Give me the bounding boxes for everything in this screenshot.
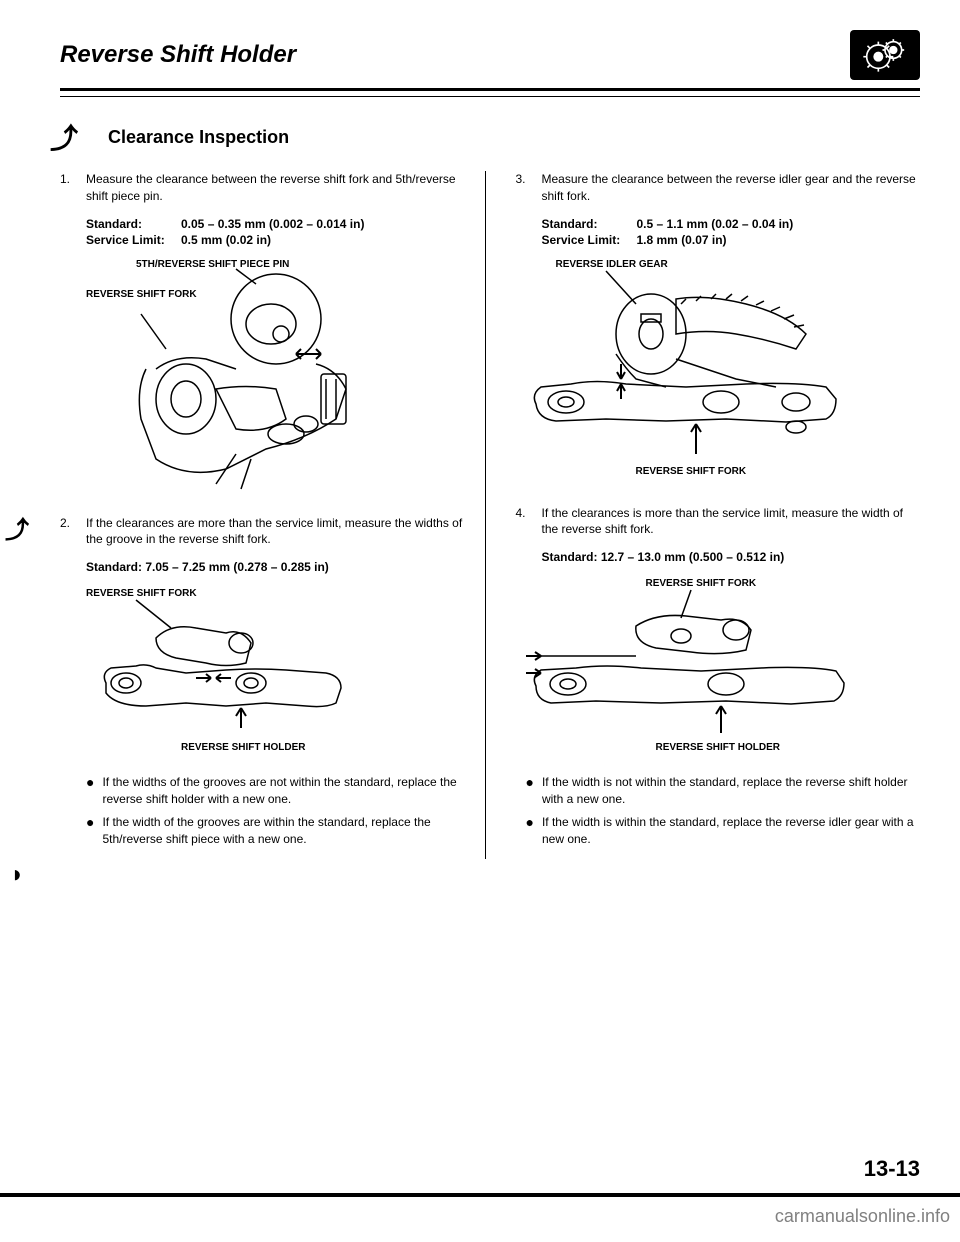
bullet-text: If the width of the grooves are within t… [102, 814, 464, 848]
spec-label: Service Limit: [86, 233, 181, 247]
return-arrow-icon: ⤴ [50, 117, 78, 157]
bullet-icon: ● [86, 774, 94, 808]
spec-label: Standard: [86, 217, 181, 231]
spec-block-2: Standard: 7.05 – 7.25 mm (0.278 – 0.285 … [86, 560, 465, 574]
section-subtitle: Clearance Inspection [108, 127, 289, 148]
bullet-icon: ● [86, 814, 94, 848]
bullet-icon: ● [526, 814, 534, 848]
spec-block-4: Standard: 12.7 – 13.0 mm (0.500 – 0.512 … [542, 550, 921, 564]
step-4: 4. If the clearances is more than the se… [516, 505, 921, 539]
spec-label: Standard: [542, 217, 637, 231]
margin-marker-icon: ◗ [10, 861, 25, 889]
watermark: carmanualsonline.info [775, 1206, 950, 1227]
figure-label: REVERSE SHIFT HOLDER [181, 742, 305, 753]
bullet-text: If the widths of the grooves are not wit… [102, 774, 464, 808]
bottom-border [0, 1193, 960, 1197]
step-number: 1. [60, 171, 76, 205]
spec-value: 1.8 mm (0.07 in) [637, 233, 727, 247]
step-text: Measure the clearance between the revers… [542, 171, 921, 205]
bullet-list: ● If the widths of the grooves are not w… [86, 774, 465, 847]
step-3: 3. Measure the clearance between the rev… [516, 171, 921, 205]
bullet-text: If the width is not within the standard,… [542, 774, 920, 808]
page-number: 13-13 [864, 1156, 920, 1182]
bullet-list: ● If the width is not within the standar… [526, 774, 921, 847]
step-number: 2. [60, 515, 76, 549]
spec-value: 0.5 – 1.1 mm (0.02 – 0.04 in) [637, 217, 794, 231]
step-number: 3. [516, 171, 532, 205]
step-text: If the clearances are more than the serv… [86, 515, 465, 549]
step-2: 2. If the clearances are more than the s… [60, 515, 465, 549]
step-text: Measure the clearance between the revers… [86, 171, 465, 205]
figure-2: REVERSE SHIFT FORK [86, 588, 465, 758]
figure-3: REVERSE IDLER GEAR [526, 259, 921, 489]
spec-label: Service Limit: [542, 233, 637, 247]
spec-value: 0.05 – 0.35 mm (0.002 – 0.014 in) [181, 217, 364, 231]
figure-1: 5TH/REVERSE SHIFT PIECE PIN REVERSE SHIF… [86, 259, 465, 499]
step-text: If the clearances is more than the servi… [542, 505, 921, 539]
spec-block-1: Standard: 0.05 – 0.35 mm (0.002 – 0.014 … [86, 217, 465, 247]
step-1: 1. Measure the clearance between the rev… [60, 171, 465, 205]
bullet-icon: ● [526, 774, 534, 808]
step-number: 4. [516, 505, 532, 539]
figure-label: REVERSE SHIFT HOLDER [656, 742, 780, 753]
gear-icon [850, 30, 920, 80]
figure-4: REVERSE SHIFT FORK [526, 578, 921, 758]
spec-value: 0.5 mm (0.02 in) [181, 233, 271, 247]
spec-block-3: Standard: 0.5 – 1.1 mm (0.02 – 0.04 in) … [542, 217, 921, 247]
margin-marker-icon: ⤴ [5, 510, 29, 545]
bullet-text: If the width is within the standard, rep… [542, 814, 920, 848]
figure-label: REVERSE SHIFT FORK [636, 466, 747, 477]
page-title: Reverse Shift Holder [60, 41, 296, 69]
